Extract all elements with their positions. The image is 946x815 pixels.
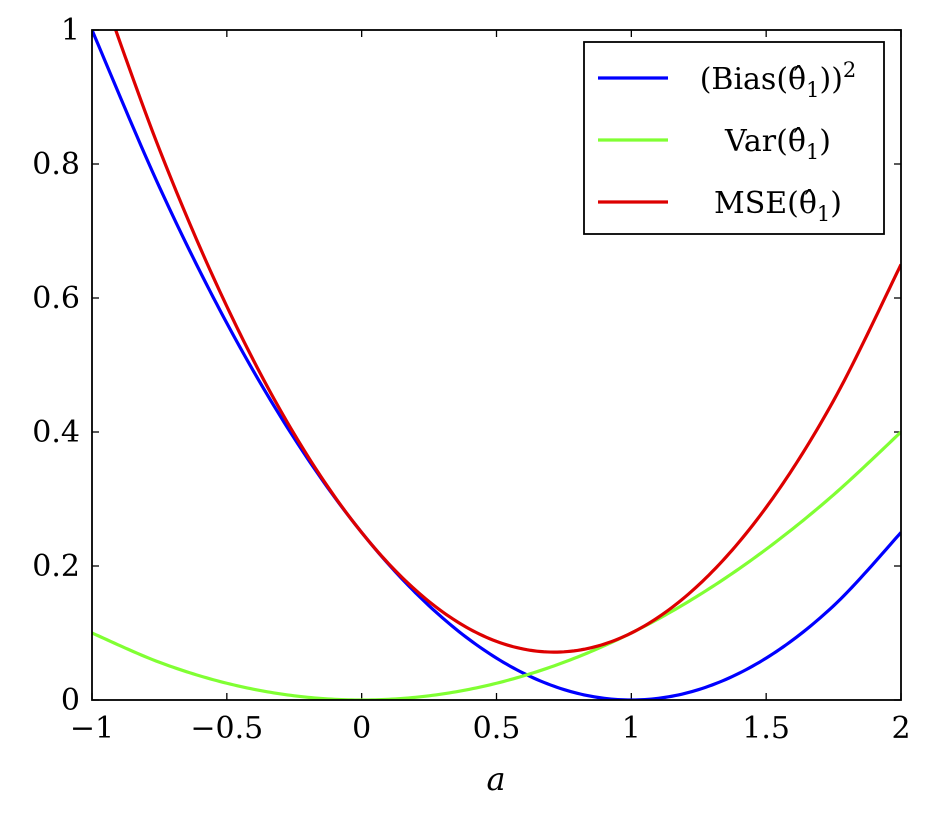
x-tick-label: 0.5 [473,711,521,746]
series-line-0 [92,30,901,700]
y-tick-label: 1 [61,13,80,48]
plot-frame [91,29,902,701]
legend-label-1: Var(θ̂1) [724,124,831,164]
legend-label-subscript: 1 [806,78,819,102]
x-tick-label: −1 [70,711,114,746]
series-line-2 [113,30,901,654]
y-tick-label: 0.2 [32,549,80,584]
y-tick-label: 0.4 [32,415,80,450]
legend-label-0: (Bias(θ̂1))2 [700,58,857,102]
x-tick-label: 2 [891,711,910,746]
legend-label-subscript: 1 [806,140,819,164]
series-lines [92,30,901,700]
series-line-1 [92,430,901,700]
x-tick-label: 0 [352,711,371,746]
legend-label-close: ) [819,124,831,159]
legend-label-main: Var(θ̂ [724,124,806,159]
x-tick-label: 1.5 [742,711,790,746]
legend-label-2: MSE(θ̂1) [714,186,842,226]
tick-labels: −1 −0.5 0 0.5 1 1.5 2 0 0.2 0.4 0.6 0.8 1 [32,13,910,746]
legend-label-subscript: 1 [817,202,830,226]
legend-label-close: ) [830,186,842,221]
legend-label-close: )) [819,62,842,97]
x-axis-title: a [486,760,505,798]
x-tick-label: 1 [622,711,641,746]
legend-label-superscript: 2 [843,58,856,82]
y-tick-label: 0 [61,683,80,718]
legend-label-main: (Bias(θ̂ [700,62,806,97]
legend-label-main: MSE(θ̂ [714,186,817,221]
y-tick-label: 0.6 [32,281,80,316]
x-tick-label: −0.5 [190,711,263,746]
y-tick-label: 0.8 [32,147,80,182]
